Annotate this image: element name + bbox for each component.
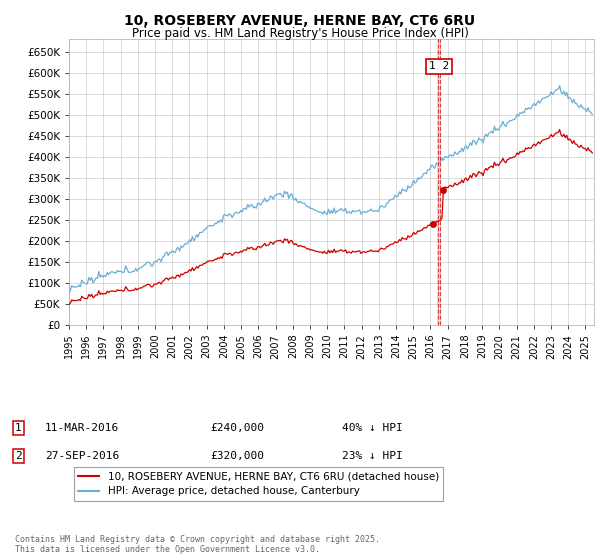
Text: Contains HM Land Registry data © Crown copyright and database right 2025.
This d: Contains HM Land Registry data © Crown c… <box>15 535 380 554</box>
Bar <box>437 39 441 325</box>
Text: 27-SEP-2016: 27-SEP-2016 <box>45 451 119 461</box>
Text: 23% ↓ HPI: 23% ↓ HPI <box>342 451 403 461</box>
Text: 10, ROSEBERY AVENUE, HERNE BAY, CT6 6RU: 10, ROSEBERY AVENUE, HERNE BAY, CT6 6RU <box>124 14 476 28</box>
Text: 2: 2 <box>15 451 22 461</box>
Legend: 10, ROSEBERY AVENUE, HERNE BAY, CT6 6RU (detached house), HPI: Average price, de: 10, ROSEBERY AVENUE, HERNE BAY, CT6 6RU … <box>74 467 443 501</box>
Text: £240,000: £240,000 <box>210 423 264 433</box>
Text: 1 2: 1 2 <box>429 62 449 72</box>
Text: 1: 1 <box>15 423 22 433</box>
Text: Price paid vs. HM Land Registry's House Price Index (HPI): Price paid vs. HM Land Registry's House … <box>131 27 469 40</box>
Text: £320,000: £320,000 <box>210 451 264 461</box>
Text: 40% ↓ HPI: 40% ↓ HPI <box>342 423 403 433</box>
Text: 11-MAR-2016: 11-MAR-2016 <box>45 423 119 433</box>
